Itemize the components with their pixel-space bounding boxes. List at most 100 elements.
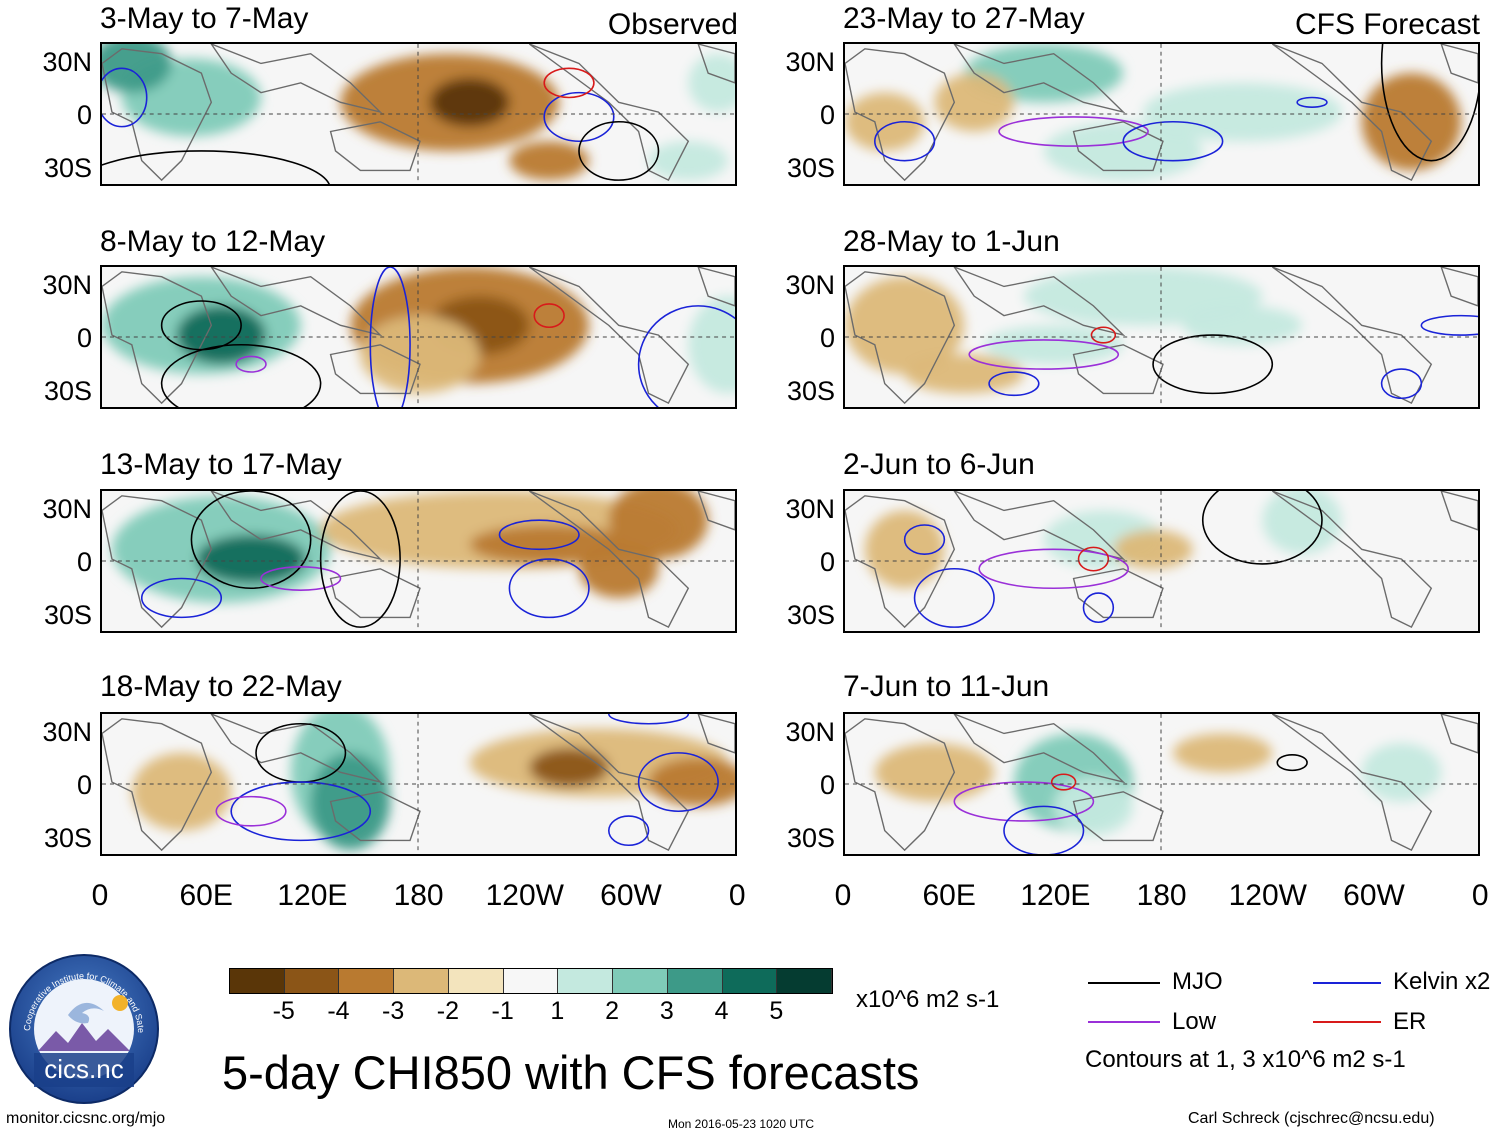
contour-line <box>1122 121 1224 162</box>
colorbar-swatch <box>558 969 614 993</box>
lat-label: 30S <box>786 376 835 406</box>
panel-title: 28-May to 1-Jun <box>843 225 1060 258</box>
lon-label: 0 <box>728 879 746 912</box>
legend-label-low: Low <box>1172 1008 1217 1035</box>
colorbar-swatch <box>503 969 559 993</box>
contour-line <box>903 524 946 555</box>
contour-line <box>1082 592 1115 624</box>
lat-label: 30S <box>43 376 92 406</box>
colorbar-tick-label: -3 <box>382 997 405 1025</box>
lat-label: 30N <box>785 47 835 77</box>
anomaly-shading <box>176 305 266 365</box>
lat-label: 0 <box>76 323 92 353</box>
contour-line <box>1152 334 1274 395</box>
anomaly-shading <box>509 141 589 181</box>
footer-timestamp: Mon 2016-05-23 1020 UTC <box>668 1117 815 1131</box>
anomaly-shading <box>1361 743 1442 802</box>
forecast-label: CFS Forecast <box>1294 8 1480 41</box>
coastlines <box>102 267 735 405</box>
anomaly-shading <box>1043 121 1203 181</box>
footer-url: monitor.cicsnc.org/mjo <box>6 1110 166 1127</box>
anomaly-shading <box>1023 267 1263 326</box>
contour-line <box>1201 491 1323 565</box>
anomaly-shading <box>360 315 480 394</box>
coastlines <box>845 44 1478 182</box>
anomaly-shading <box>131 752 232 831</box>
lon-label: 0 <box>1471 879 1489 912</box>
contour-line <box>1380 368 1423 400</box>
map-panel <box>843 42 1480 186</box>
contour-line <box>978 548 1130 589</box>
colorbar-swatch <box>339 969 395 993</box>
lon-label: 0 <box>91 879 109 912</box>
panel-title: 23-May to 27-May <box>843 2 1085 35</box>
colorbar-tick-label: 3 <box>659 997 674 1025</box>
contour-line <box>637 752 719 812</box>
colorbar-swatch <box>722 969 778 993</box>
anomaly-shading <box>845 276 965 374</box>
lat-label: 30S <box>43 823 92 853</box>
lon-label: 180 <box>1136 879 1187 912</box>
lat-label: 30N <box>42 494 92 524</box>
colorbar-swatch <box>284 969 340 993</box>
contour-line <box>543 67 595 99</box>
contour-line <box>260 566 342 591</box>
contour-line <box>319 491 401 628</box>
lat-label: 30S <box>786 600 835 630</box>
anomaly-shading <box>904 354 1024 394</box>
anomaly-shading <box>1113 529 1193 569</box>
legend-label-er: ER <box>1393 1008 1427 1035</box>
lat-label: 30N <box>42 717 92 747</box>
colorbar-tick-label: 2 <box>605 997 620 1025</box>
anomaly-shading <box>310 752 391 851</box>
anomaly-shading <box>688 53 735 113</box>
anomaly-shading <box>648 141 729 181</box>
contour-line <box>998 116 1149 147</box>
lon-label: 120E <box>277 879 348 912</box>
lon-label: 0 <box>834 879 852 912</box>
coastlines <box>102 44 735 182</box>
anomaly-shading <box>874 743 995 802</box>
lon-label: 60W <box>1343 879 1405 912</box>
contour-line <box>968 339 1120 370</box>
anomaly-shading <box>102 44 172 93</box>
lat-label: 30N <box>42 47 92 77</box>
contour-legend: MJO Kelvin x2 Low ER Contours at 1, 3 x1… <box>1085 962 1505 1073</box>
coastlines <box>845 267 1478 405</box>
lat-label: 30S <box>43 153 92 183</box>
panel-title: 2-Jun to 6-Jun <box>843 448 1035 481</box>
lat-label: 0 <box>819 323 835 353</box>
lat-label: 0 <box>819 547 835 577</box>
contour-line <box>1420 314 1478 336</box>
map-panel <box>100 489 737 633</box>
contour-line <box>578 121 660 181</box>
colorbar-tick-label: -4 <box>327 997 350 1025</box>
lon-label: 60W <box>600 879 662 912</box>
panel-title: 18-May to 22-May <box>100 670 342 703</box>
colorbar-tick-label: -1 <box>491 997 514 1025</box>
coastlines <box>102 491 735 629</box>
lat-label: 0 <box>819 770 835 800</box>
contour-line <box>160 344 322 407</box>
anomaly-shading <box>984 325 1124 365</box>
contour-line <box>190 491 312 589</box>
logo-text: cics.nc <box>44 1054 123 1084</box>
colorbar <box>229 968 833 994</box>
colorbar-tick-label: 4 <box>714 997 729 1025</box>
contour-line <box>102 150 330 184</box>
contour-line <box>1090 326 1117 344</box>
lon-label: 120W <box>1228 879 1307 912</box>
main-title: 5-day CHI850 with CFS forecasts <box>222 1046 920 1099</box>
map-panel <box>843 712 1480 856</box>
contour-line <box>1296 96 1328 108</box>
colorbar-tick-label: -2 <box>436 997 460 1025</box>
contour-line <box>235 355 267 373</box>
lat-label: 0 <box>819 100 835 130</box>
lat-label: 30S <box>786 823 835 853</box>
colorbar-swatch <box>667 969 723 993</box>
lat-label: 30N <box>785 494 835 524</box>
contour-line <box>1380 44 1478 162</box>
colorbar-tick-label: 5 <box>769 997 784 1025</box>
colorbar-swatch <box>448 969 504 993</box>
anomaly-shading <box>608 491 709 560</box>
